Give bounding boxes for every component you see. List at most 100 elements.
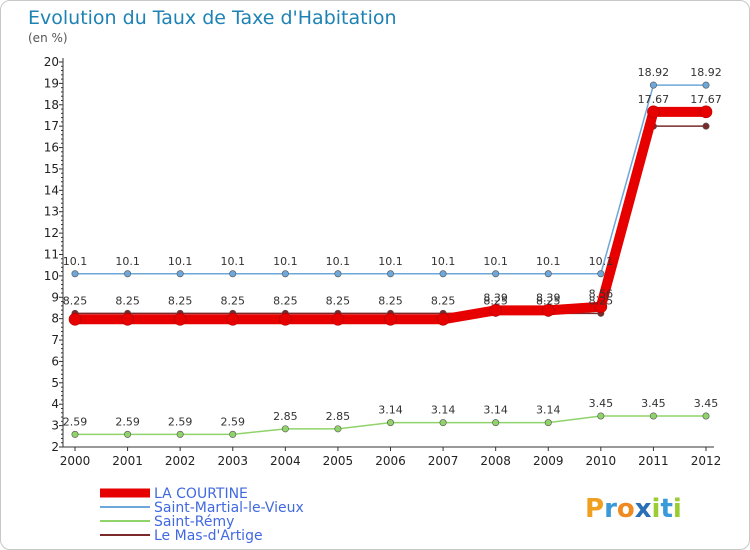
logo-text: Proxiti [585, 494, 682, 524]
data-label: 3.45 [589, 397, 614, 410]
y-tick-label: 11 [44, 248, 59, 262]
chart-title: Evolution du Taux de Taxe d'Habitation [28, 7, 397, 29]
y-tick-label: 20 [44, 55, 59, 69]
data-label: 8.25 [168, 294, 193, 307]
series-line [75, 84, 706, 275]
data-label: 17.67 [638, 93, 670, 106]
data-point [173, 313, 187, 326]
data-point [649, 81, 657, 89]
x-tick-label: 2008 [480, 454, 511, 468]
x-tick-label: 2011 [638, 454, 669, 468]
data-point [68, 313, 82, 326]
data-label: 2.59 [168, 415, 193, 428]
y-tick-label: 18 [44, 98, 59, 112]
data-label: 2.59 [221, 415, 246, 428]
data-label: 8.25 [63, 294, 88, 307]
data-label: 8.39 [536, 291, 561, 304]
data-point [281, 270, 289, 278]
x-tick-label: 2006 [375, 454, 406, 468]
legend: LA COURTINESaint-Martial-le-VieuxSaint-R… [100, 486, 304, 544]
data-point [597, 412, 605, 420]
data-label: 3.45 [641, 397, 666, 410]
y-tick-label: 3 [51, 419, 59, 433]
x-tick-label: 2012 [691, 454, 722, 468]
y-tick-label: 10 [44, 269, 59, 283]
data-point [439, 270, 447, 278]
data-point [436, 313, 450, 326]
data-label: 8.25 [326, 294, 351, 307]
data-label: 2.85 [273, 410, 298, 423]
legend-label: Saint-Martial-le-Vieux [154, 500, 304, 516]
legend-label: Le Mas-d'Artige [154, 528, 263, 544]
data-point [541, 304, 555, 317]
y-tick-label: 13 [44, 205, 59, 219]
x-tick-label: 2010 [586, 454, 617, 468]
data-label: 3.14 [431, 404, 456, 417]
data-point [492, 270, 500, 278]
data-label: 8.25 [536, 294, 561, 307]
data-point [647, 105, 660, 119]
logo-letter: t [660, 494, 672, 524]
data-label: 17.67 [690, 93, 722, 106]
data-label: 10.1 [431, 255, 456, 268]
x-tick-label: 2002 [165, 454, 196, 468]
data-label: 10.1 [483, 255, 508, 268]
data-point [124, 270, 132, 278]
data-label: 8.25 [115, 294, 140, 307]
chart-subtitle: (en %) [28, 31, 68, 45]
y-tick-label: 9 [51, 290, 59, 304]
data-label: 10.1 [326, 255, 351, 268]
data-point [229, 430, 237, 438]
data-label: 3.45 [694, 397, 719, 410]
x-tick-label: 2000 [60, 454, 91, 468]
data-point [702, 81, 710, 89]
data-point [331, 313, 345, 326]
data-point [439, 419, 447, 427]
logo-letter: x [635, 494, 652, 524]
data-point [544, 419, 552, 427]
data-point [702, 412, 710, 420]
data-label: 2.85 [326, 410, 351, 423]
data-label: 10.1 [63, 255, 88, 268]
data-label: 2.59 [63, 415, 88, 428]
x-tick-label: 2005 [323, 454, 354, 468]
data-point [71, 270, 79, 278]
logo-letter: i [673, 494, 682, 524]
data-point [124, 430, 132, 438]
logo-letter: P [585, 494, 604, 524]
y-tick-label: 4 [51, 397, 59, 411]
data-label: 8.25 [221, 294, 246, 307]
data-point [489, 304, 502, 317]
data-point [386, 270, 394, 278]
y-tick-label: 15 [44, 162, 59, 176]
logo-letter: o [617, 494, 635, 524]
data-label: 8.25 [589, 294, 614, 307]
data-point [594, 300, 608, 313]
y-tick-label: 6 [51, 354, 59, 368]
data-label: 10.1 [589, 255, 614, 268]
y-tick-label: 5 [51, 376, 59, 390]
data-point [334, 425, 342, 433]
y-tick-label: 16 [44, 141, 59, 155]
data-point [71, 430, 79, 438]
data-label: 10.1 [536, 255, 561, 268]
data-label: 2.59 [115, 415, 140, 428]
x-tick-label: 2009 [533, 454, 564, 468]
data-point [279, 313, 292, 326]
legend-label: Saint-Rémy [154, 514, 234, 530]
axes: 2 3 4 5 6 7 8 9 10 11 12 13 14 15 16 17 18 19 20 2000 2001 20… [44, 55, 722, 468]
data-label: 10.1 [221, 255, 246, 268]
x-tick-label: 2003 [217, 454, 248, 468]
data-point [226, 313, 240, 326]
y-tick-label: 17 [44, 119, 59, 133]
y-tick-label: 7 [51, 333, 59, 347]
data-point [176, 270, 184, 278]
data-label: 18.92 [638, 66, 670, 79]
data-label: 10.1 [115, 255, 140, 268]
y-tick-label: 8 [51, 312, 59, 326]
data-point [281, 425, 289, 433]
logo-letter: r [604, 494, 617, 524]
data-point [384, 313, 397, 326]
data-label: 8.25 [378, 294, 403, 307]
